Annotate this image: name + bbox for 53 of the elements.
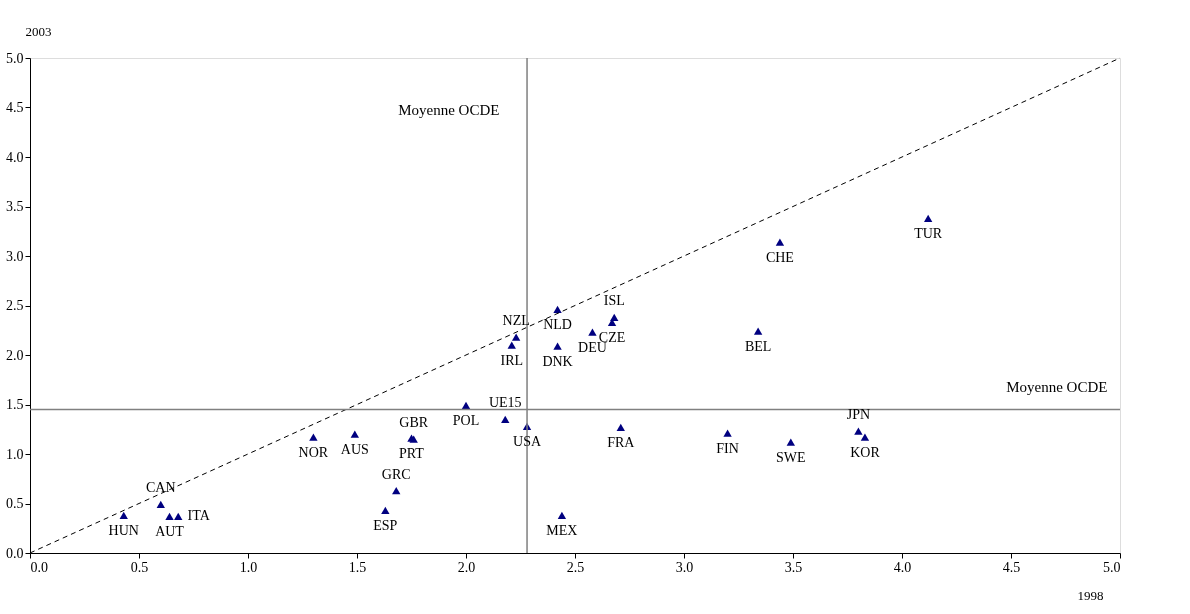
annotation: HUN [108,523,139,539]
x-tick-label: 2.0 [457,559,476,575]
annotation: FIN [716,441,739,457]
annotation: JPN [846,407,871,423]
x-axis-title: 1998 [1077,587,1104,603]
x-tick-label: 0.0 [30,559,48,575]
x-tick-label: 1.5 [348,559,367,575]
annotation: NZL [502,313,530,329]
y-tick-label: 2.5 [6,298,24,313]
y-tick-label: 0.0 [6,545,24,561]
x-tick-label: 3.0 [675,559,694,575]
annotation: BEL [744,339,772,355]
y-tick-label: 3.5 [6,199,24,214]
annotation: UE15 [488,395,522,411]
annotation: TUR [914,226,943,242]
y-tick-label: 3.0 [6,248,24,264]
y-tick-label: 4.5 [6,100,24,115]
ref-line-label: Moyenne OCDE [1006,379,1108,396]
annotation: CHE [765,250,794,266]
annotation: GBR [399,415,429,431]
x-tick-label: 4.5 [1002,559,1021,575]
annotation: POL [452,413,480,429]
x-tick-label: 0.5 [130,559,149,575]
y-tick-label: 1.0 [6,446,24,462]
annotation: USA [513,434,542,450]
x-tick-label: 4.0 [893,559,912,575]
annotation: ITA [187,508,211,524]
y-axis-title: 2003 [25,23,52,39]
annotation: PRT [399,446,425,462]
annotation: KOR [850,445,881,461]
annotation: AUT [155,524,185,540]
y-tick-label: 4.0 [6,149,24,165]
annotation: NOR [298,445,329,461]
annotation: NLD [543,317,572,333]
annotation: FRA [607,435,636,451]
x-tick-label: 2.5 [566,559,585,575]
x-tick-label: 5.0 [1103,559,1121,575]
y-tick-label: 5.0 [6,50,24,66]
y-tick-label: 2.0 [6,347,24,363]
annotation: ISL [603,293,625,309]
annotation: GRC [381,466,411,482]
annotation: MEX [546,523,578,539]
y-tick-label: 1.5 [6,397,24,412]
annotation: SWE [776,450,806,466]
x-tick-label: 3.5 [784,559,803,575]
annotation: ESP [373,518,398,534]
annotation: IRL [500,353,524,369]
annotation: CAN [146,480,176,496]
annotation: AUS [340,442,369,458]
x-tick-label: 1.0 [239,559,258,575]
y-tick-label: 0.5 [6,496,24,511]
ref-line-label: Moyenne OCDE [398,102,500,118]
annotation: DNK [542,354,573,370]
